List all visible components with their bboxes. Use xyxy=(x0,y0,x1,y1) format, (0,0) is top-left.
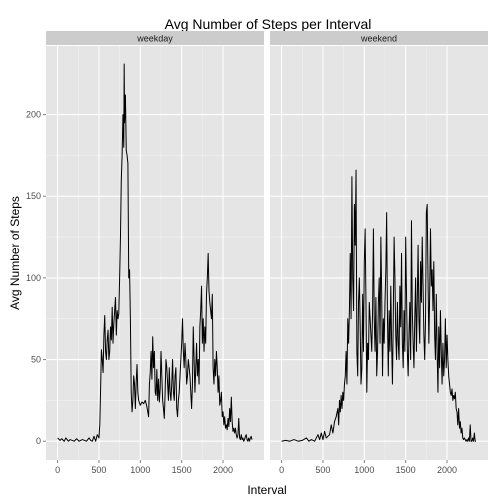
chart-title: Avg Number of Steps per Interval xyxy=(165,16,372,32)
y-axis: 0 50 100 150 200 xyxy=(26,110,46,446)
strip-background-weekday xyxy=(46,31,264,45)
x-axis-weekday: 0 500 1000 1500 2000 xyxy=(55,460,233,475)
x-tick-label: 1500 xyxy=(396,465,416,475)
x-tick-label: 500 xyxy=(91,465,106,475)
x-tick-label: 2000 xyxy=(213,465,233,475)
x-tick-label: 2000 xyxy=(437,465,457,475)
y-tick-label: 150 xyxy=(26,191,41,201)
x-tick-label: 1000 xyxy=(354,465,374,475)
x-axis-title: Interval xyxy=(247,483,286,497)
x-tick-label: 0 xyxy=(279,465,284,475)
strip-label-weekend: weekend xyxy=(360,34,397,44)
x-tick-label: 0 xyxy=(55,465,60,475)
series-line-weekend xyxy=(281,169,476,442)
y-tick-label: 0 xyxy=(36,436,41,446)
x-tick-label: 500 xyxy=(315,465,330,475)
x-tick-label: 1500 xyxy=(172,465,192,475)
y-tick-label: 50 xyxy=(31,355,41,365)
panel-weekday: weekday 0 500 1000 1500 2000 xyxy=(46,31,264,475)
x-axis-weekend: 0 500 1000 1500 2000 xyxy=(279,460,457,475)
strip-label-weekday: weekday xyxy=(136,34,173,44)
x-tick-label: 1000 xyxy=(130,465,150,475)
data-line-weekend xyxy=(281,169,476,442)
series-line-weekday xyxy=(57,63,253,442)
data-line-weekday xyxy=(57,63,253,442)
panel-weekend: weekend 0 500 1000 1500 2000 xyxy=(270,31,488,475)
y-axis-title: Avg Number of Steps xyxy=(8,196,22,310)
grid-weekday xyxy=(46,46,264,460)
y-tick-label: 200 xyxy=(26,110,41,120)
y-tick-label: 100 xyxy=(26,273,41,283)
strip-background-weekend xyxy=(270,31,488,45)
